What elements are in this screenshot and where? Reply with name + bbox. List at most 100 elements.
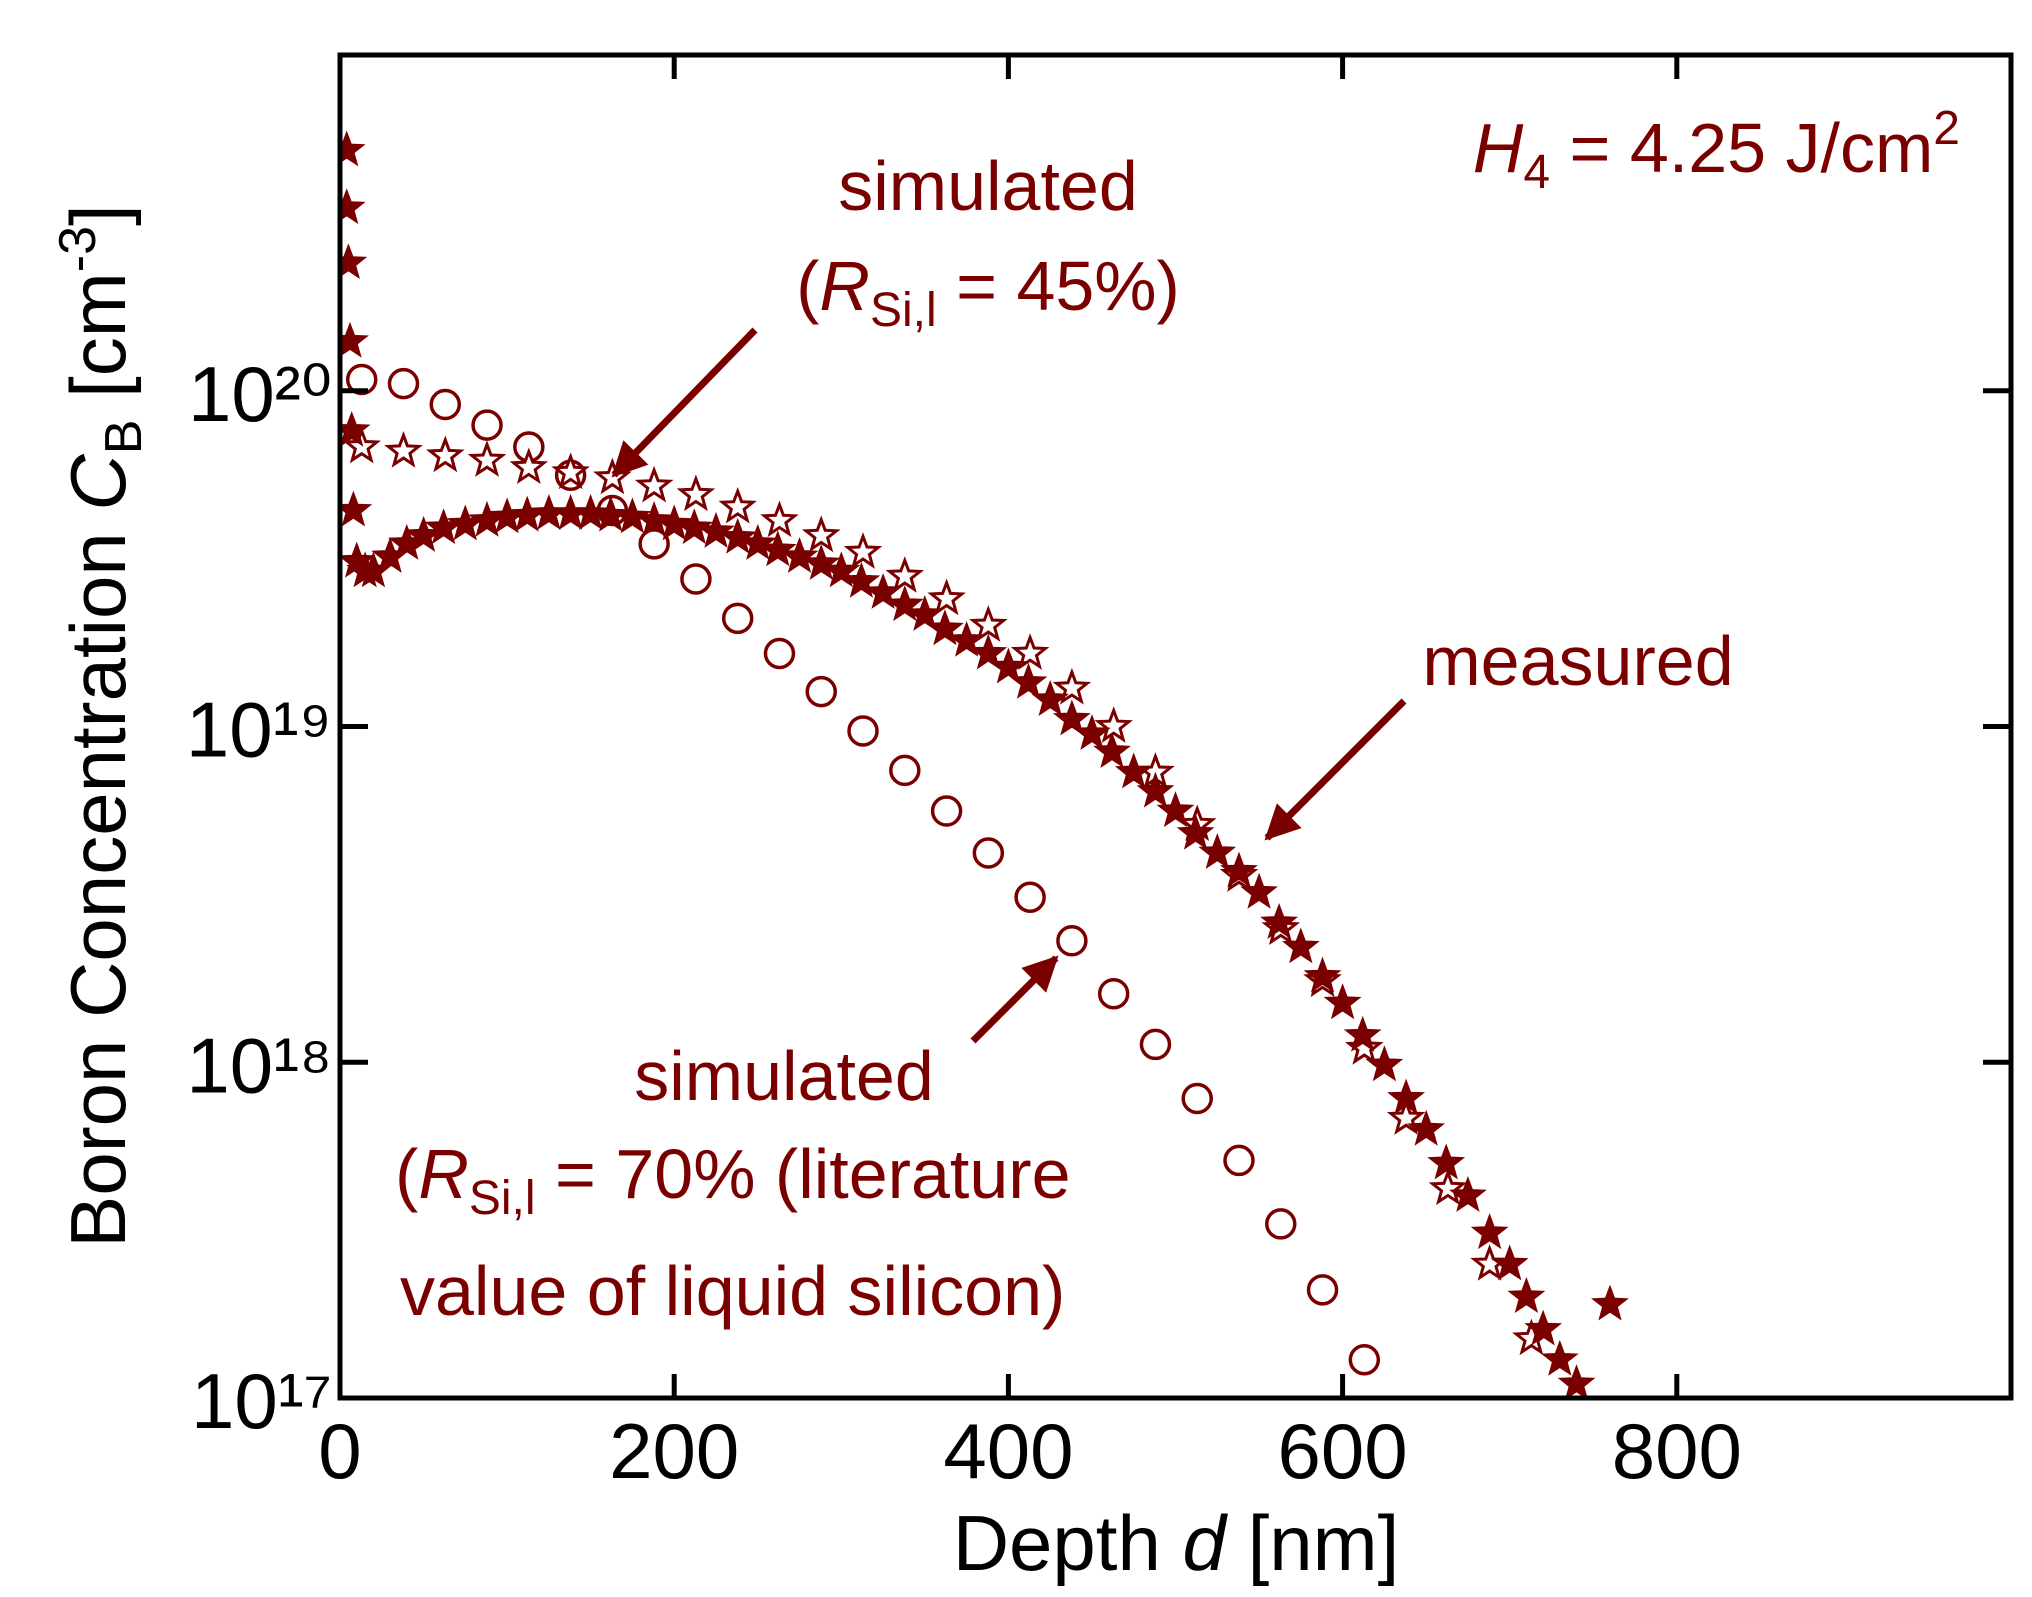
data-point bbox=[1073, 714, 1111, 751]
data-point bbox=[1407, 1109, 1446, 1146]
data-point bbox=[675, 508, 714, 545]
data-point bbox=[509, 447, 549, 485]
data-point bbox=[801, 515, 841, 553]
data-point bbox=[1591, 1284, 1629, 1321]
data-point bbox=[1428, 1168, 1468, 1206]
data-point bbox=[426, 435, 465, 473]
data-point bbox=[1427, 1143, 1466, 1180]
data-point bbox=[1181, 1082, 1213, 1115]
data-point bbox=[989, 647, 1028, 684]
x-tick-label: 800 bbox=[1612, 1407, 1742, 1495]
data-point bbox=[340, 130, 366, 167]
data-point bbox=[1014, 881, 1046, 914]
data-point bbox=[1348, 1343, 1381, 1376]
data-point bbox=[571, 493, 610, 530]
data-point bbox=[905, 595, 944, 631]
data-point bbox=[345, 363, 378, 396]
data-point bbox=[927, 578, 966, 616]
data-point bbox=[1470, 1213, 1509, 1250]
data-point bbox=[1323, 983, 1362, 1020]
data-point bbox=[721, 602, 754, 635]
data-point bbox=[760, 500, 799, 538]
data-point bbox=[842, 561, 881, 598]
sim45-annotation: (RSi,l = 45%) bbox=[796, 247, 1180, 337]
data-point bbox=[1010, 633, 1050, 670]
data-point bbox=[1240, 872, 1278, 909]
data-point bbox=[1031, 680, 1069, 717]
data-point bbox=[471, 409, 503, 441]
data-point bbox=[384, 431, 423, 468]
data-point bbox=[697, 511, 735, 548]
data-point bbox=[340, 321, 369, 358]
data-point bbox=[1052, 667, 1092, 705]
data-point bbox=[738, 523, 777, 560]
x-tick-label: 200 bbox=[609, 1407, 739, 1495]
plot-area bbox=[340, 130, 1629, 1398]
data-point bbox=[1306, 1274, 1339, 1306]
sim70-annotation: value of liquid silicon) bbox=[400, 1252, 1065, 1330]
y-tick-label: 10¹⁷ bbox=[191, 1357, 332, 1445]
data-point bbox=[972, 837, 1005, 869]
data-point bbox=[680, 563, 712, 595]
data-point bbox=[1365, 1045, 1404, 1082]
arrow bbox=[1264, 698, 1407, 841]
data-point bbox=[1386, 1098, 1426, 1135]
x-tick-label: 400 bbox=[943, 1407, 1073, 1495]
data-point bbox=[1156, 791, 1195, 828]
data-point bbox=[1223, 1144, 1255, 1177]
data-point bbox=[1056, 925, 1088, 957]
data-point bbox=[340, 410, 371, 447]
data-point bbox=[1345, 1028, 1384, 1065]
data-point bbox=[1343, 1015, 1382, 1052]
data-point bbox=[1387, 1078, 1426, 1115]
data-point bbox=[551, 452, 590, 490]
data-point bbox=[429, 388, 462, 421]
data-point bbox=[591, 495, 630, 532]
data-point bbox=[822, 551, 861, 588]
fluence-annotation: H4 = 4.25 J/cm2 bbox=[1473, 102, 1960, 199]
data-point bbox=[805, 675, 837, 708]
data-point bbox=[676, 474, 716, 512]
data-point bbox=[1139, 1028, 1172, 1061]
data-point bbox=[1507, 1277, 1546, 1314]
arrow bbox=[611, 327, 758, 478]
sim45-annotation: simulated bbox=[838, 147, 1138, 225]
y-axis-label: Boron Concentration CB [cm-3] bbox=[49, 204, 153, 1247]
data-point bbox=[1114, 752, 1153, 789]
data-point bbox=[885, 556, 925, 593]
x-tick-label: 600 bbox=[1278, 1407, 1408, 1495]
data-point bbox=[802, 544, 841, 580]
data-point bbox=[340, 188, 366, 225]
sim70-annotation: simulated bbox=[634, 1037, 934, 1115]
data-point bbox=[930, 795, 963, 827]
data-point bbox=[885, 585, 924, 622]
data-point bbox=[847, 715, 879, 747]
data-point bbox=[655, 504, 694, 541]
data-point bbox=[634, 465, 674, 503]
y-tick-label: 10¹⁹ bbox=[186, 686, 332, 774]
data-point bbox=[1557, 1364, 1596, 1398]
data-point bbox=[780, 537, 819, 573]
data-point bbox=[613, 497, 652, 534]
data-point bbox=[1449, 1176, 1487, 1212]
data-point bbox=[1052, 699, 1091, 736]
data-point bbox=[387, 367, 420, 400]
data-point bbox=[638, 528, 670, 560]
data-point bbox=[947, 620, 986, 657]
data-point bbox=[1265, 1208, 1297, 1240]
sim70-annotation: (RSi,l = 70% (literature bbox=[395, 1135, 1071, 1225]
x-tick-label: 0 bbox=[318, 1407, 361, 1495]
data-point bbox=[1303, 956, 1342, 993]
measured-annotation: measured bbox=[1422, 622, 1733, 700]
data-point bbox=[1260, 903, 1299, 940]
data-point bbox=[968, 605, 1008, 642]
data-point bbox=[340, 243, 368, 280]
data-point bbox=[1490, 1244, 1529, 1281]
data-point bbox=[1097, 977, 1130, 1010]
data-point bbox=[1094, 706, 1133, 743]
data-point bbox=[467, 440, 507, 477]
data-point bbox=[1540, 1339, 1579, 1376]
arrow bbox=[970, 955, 1059, 1044]
x-axis-label: Depth d [nm] bbox=[953, 1499, 1400, 1587]
